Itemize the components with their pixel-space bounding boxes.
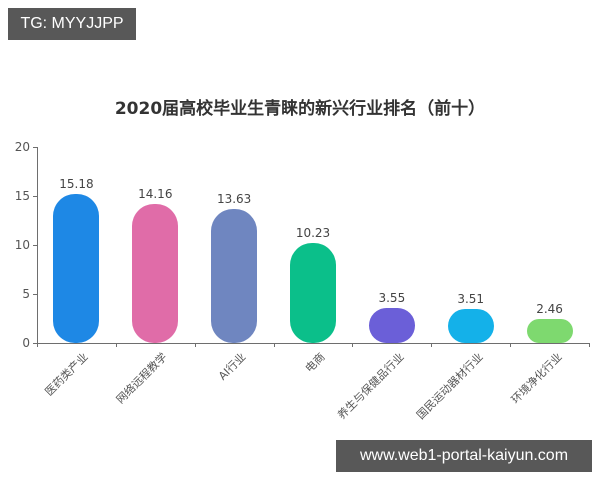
watermark-top: TG: MYYJJPP [8, 8, 136, 40]
y-tick-label: 15 [14, 189, 30, 203]
value-label: 10.23 [295, 225, 331, 240]
bar [526, 318, 573, 343]
value-label: 3.55 [378, 291, 406, 306]
y-tick [33, 196, 37, 197]
bar [132, 204, 179, 343]
y-tick-label: 10 [14, 238, 30, 252]
bar [290, 242, 336, 343]
y-tick [33, 343, 37, 344]
x-tick-label: 电商 [302, 350, 328, 376]
x-tick [431, 343, 433, 347]
y-tick-label: 5 [22, 287, 30, 301]
chart-title: 2020届高校毕业生青睐的新兴行业排名（前十） [114, 99, 486, 119]
y-tick [33, 294, 37, 295]
y-axis [37, 147, 38, 344]
y-tick [33, 147, 37, 148]
y-tick [33, 245, 37, 246]
x-tick [510, 343, 512, 347]
x-tick-label: 网络远程教学 [114, 350, 170, 407]
bar [368, 308, 415, 343]
x-tick-label: 环境净化行业 [508, 350, 565, 407]
y-tick-label: 20 [14, 140, 30, 154]
value-label: 14.16 [138, 187, 173, 202]
value-label: 13.63 [216, 192, 252, 207]
x-tick [589, 343, 590, 347]
x-axis [37, 343, 589, 344]
y-tick-label: 0 [22, 336, 30, 350]
x-tick-label: 养生与保健品行业 [335, 350, 407, 422]
bar [447, 308, 494, 343]
value-label: 15.18 [59, 177, 94, 192]
x-tick [352, 343, 354, 347]
value-label: 3.51 [457, 291, 485, 306]
bar [53, 194, 100, 343]
x-tick-label: 医药类产业 [42, 350, 92, 399]
x-tick [115, 343, 117, 347]
value-label: 2.46 [536, 301, 563, 316]
x-tick [273, 343, 275, 347]
x-tick-label: AI行业 [216, 350, 249, 383]
x-tick [37, 343, 38, 347]
watermark-bottom: www.web1-portal-kaiyun.com [336, 440, 592, 472]
x-tick-label: 国民运动器材行业 [413, 350, 486, 422]
x-tick [194, 343, 196, 347]
bar [211, 209, 258, 343]
